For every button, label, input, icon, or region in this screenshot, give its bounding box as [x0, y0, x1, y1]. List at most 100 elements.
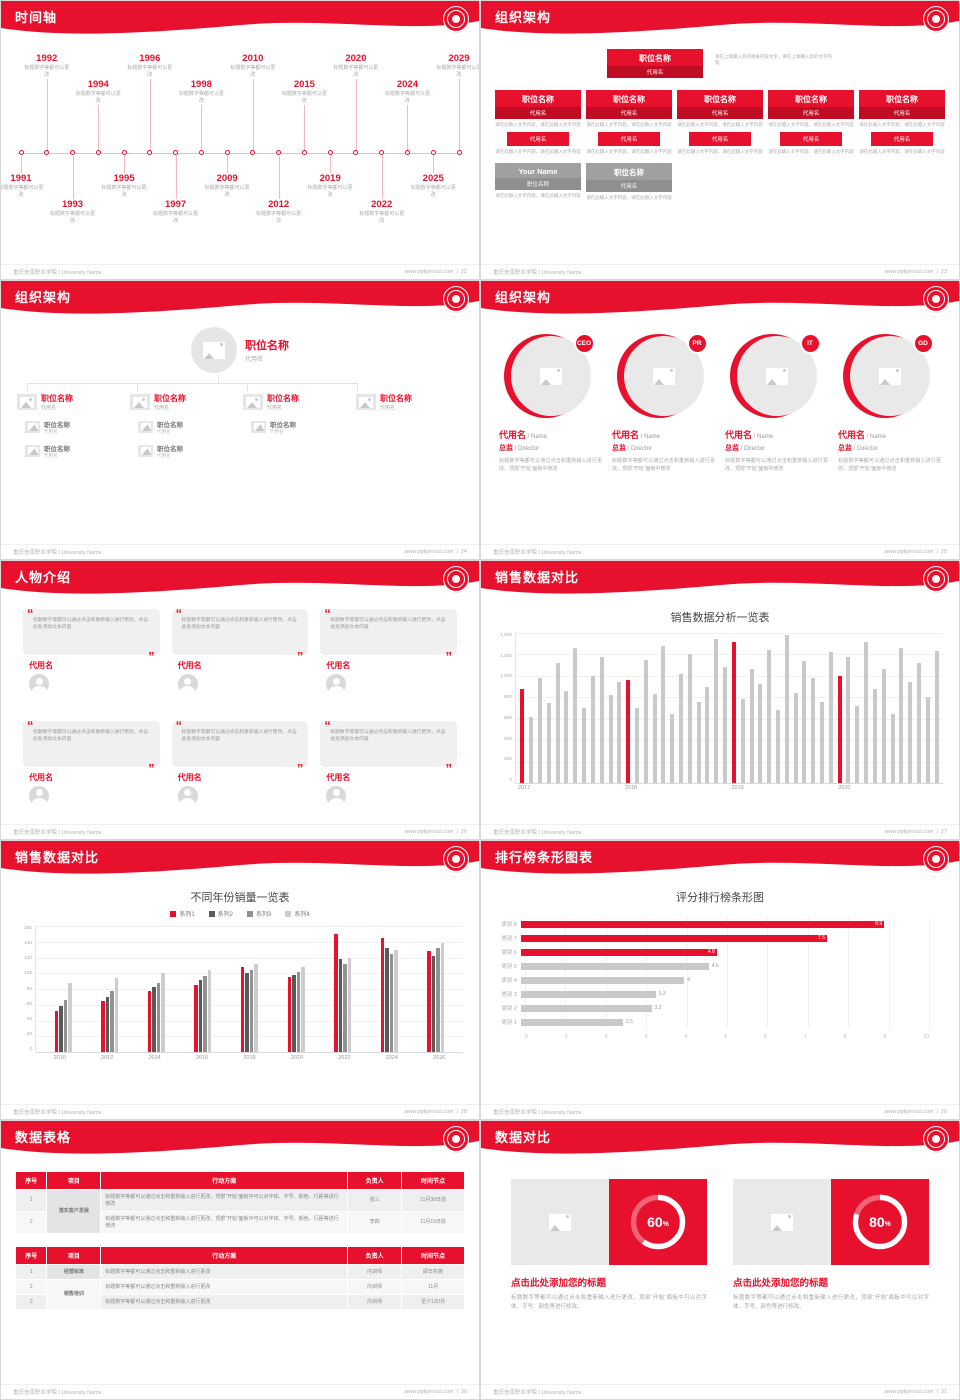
value-label: 2.5	[626, 1018, 633, 1025]
x-tick-label: 2010	[53, 1055, 66, 1061]
slide-30-data-tables[interactable]: 数据表格 序号 项目 行动方案 负责人 时间节点 1 落实客户发展 标题数字等都可以通过点击和…	[1, 1121, 479, 1399]
bar	[156, 982, 161, 1052]
slide-29-ranking-chart[interactable]: 排行榜条形图表 评分排行榜条形图 类别 8 8.9 类别 7 7.5 类别 6 4.8 类别…	[481, 841, 959, 1119]
y-axis: 160 140 120 100 80 60 40 20 0	[11, 926, 35, 1052]
cell-owner: 内训师	[347, 1294, 403, 1310]
bar	[828, 652, 833, 783]
category-label: 类别 8	[501, 922, 517, 928]
bar	[582, 708, 587, 783]
person-avatar-icon	[177, 785, 198, 806]
x-tick-label: 9	[883, 1034, 887, 1040]
x-axis: 0 1 2 3 4 5 6 7 8 9 10	[525, 1034, 929, 1040]
legend-label: 系列3	[256, 912, 272, 918]
footer-school: 重庆信息职业学院 | University Name	[493, 1110, 582, 1116]
image-and-donut: 80%	[733, 1179, 929, 1265]
gridline	[36, 1052, 463, 1053]
root-position-box: 职位名称 代用名	[607, 49, 703, 78]
timeline-item: 2012 标题数字等都可以更改	[255, 199, 303, 224]
timeline-item: 1996 标题数字等都可以更改	[126, 53, 174, 78]
bar-group	[194, 926, 212, 1052]
position-subtitle: 代用名	[41, 405, 57, 411]
slide-23-org-chart[interactable]: 组织架构 职位名称 代用名 请在上端输入您的相关内容文字，请在上端输入您的文字内容职…	[481, 1, 959, 279]
y-tick-label: 160	[23, 926, 32, 931]
quote-text: 标题数字等都可以通过点击和重新输入进行更改，点击此处添加文本内容	[171, 609, 309, 660]
image-placeholder	[138, 421, 153, 433]
member-photo: CEO	[503, 333, 595, 419]
member-role-en: / Director	[513, 446, 540, 452]
slide-25-team[interactable]: 组织架构 CEO 代用名 / Name 总监 / Director 标题数字等都可以通…	[481, 281, 959, 559]
footer-page-number: 30	[460, 1389, 467, 1395]
column-header: 序号	[14, 1171, 48, 1190]
timeline-connector	[459, 79, 460, 153]
footer-right: www.pptgenius.com | 24	[402, 549, 467, 555]
cell-time: 11月30日前	[401, 1189, 465, 1212]
quote-text: 标题数字等都可以通过点击和重新输入进行更改，点击此处添加文本内容	[23, 720, 160, 772]
bar	[436, 948, 440, 1052]
org-child-text: 职位名称 代用名	[157, 443, 183, 459]
timeline-year: 1997	[165, 199, 187, 210]
bar	[287, 977, 291, 1052]
member-photo: GD	[842, 333, 934, 419]
timeline-caption: 标题数字等都可以更改	[410, 185, 456, 198]
slide-24-org-tree[interactable]: 组织架构 职位名称 代用名 职位名称 代用名 职位名称 代用名 职位名称 代用名 职位名称 代用名…	[1, 281, 479, 559]
timeline-dot	[456, 149, 462, 155]
slide-31-data-compare[interactable]: 数据对比 60% 点击此处添加您的标题 标题数字等都可以通过点击和重新输入进行更改，…	[481, 1121, 959, 1399]
org-column-spacer	[677, 163, 763, 201]
timeline-caption: 标题数字等都可以更改	[101, 185, 147, 198]
panel-heading: 点击此处添加您的标题	[733, 1278, 829, 1289]
slide-27-sales-chart[interactable]: 销售数据对比 销售数据分析一览表 1,400 1,200 1,000 800 600 40…	[481, 561, 959, 839]
timeline-year: 2019	[319, 173, 341, 184]
member-name-cn: 代用名	[499, 430, 527, 440]
slide-22-timeline[interactable]: 时间轴 1991 标题数字等都可以更改 1992 标题数字等都可以更改 1993 标题数字…	[1, 1, 479, 279]
gray-position-box: 职位名称 代用名	[586, 163, 672, 192]
gridline	[767, 917, 769, 1029]
member-caption: 标题数字等都可以通过点击和重新输入进行更改，顶部“开始”面板中修改	[838, 458, 941, 472]
percent-unit: %	[662, 1221, 669, 1228]
connector-line	[27, 383, 357, 384]
person-name: 代用名	[326, 772, 351, 782]
member-role-cn: 总监	[499, 445, 513, 452]
slide-footer: 重庆信息职业学院 | University Name www.pptgenius…	[481, 1384, 959, 1399]
footer-right: www.pptgenius.com | 22	[402, 269, 467, 275]
slide-header: 排行榜条形图表	[481, 841, 959, 881]
timeline-dot	[18, 149, 24, 155]
gridline	[605, 917, 607, 1029]
person-avatar-icon	[29, 674, 49, 694]
person-avatar-icon	[326, 785, 347, 806]
gridline	[36, 926, 463, 927]
org-column-spacer	[768, 163, 854, 201]
bar: 8.9	[521, 920, 885, 928]
bar	[520, 688, 525, 783]
timeline-dot	[250, 149, 256, 155]
footer-page-number: 23	[940, 269, 947, 275]
bar	[670, 714, 675, 783]
timeline-dot	[404, 149, 410, 155]
y-tick-label: 100	[23, 971, 32, 977]
slide-26-people[interactable]: 人物介绍 标题数字等都可以通过点击和重新输入进行更改，点击此处添加文本内容代用名…	[1, 561, 479, 839]
position-box: 职位名称 代用名	[677, 90, 763, 119]
bar	[245, 973, 249, 1052]
org-child-text: 职位名称 代用名	[44, 443, 70, 459]
gridline	[565, 917, 567, 1029]
timeline: 1991 标题数字等都可以更改 1992 标题数字等都可以更改 1993 标题数字等都可以…	[1, 49, 479, 256]
slide-header: 销售数据对比	[1, 841, 479, 881]
member-caption: 标题数字等都可以通过点击和重新输入进行更改，顶部“开始”面板中修改	[499, 458, 602, 472]
person-name: 代用名	[29, 772, 53, 782]
image-placeholder	[356, 394, 376, 410]
school-logo-icon	[923, 566, 949, 592]
image-placeholder-icon	[771, 1213, 793, 1231]
timeline-year: 2024	[396, 79, 419, 90]
x-tick-label: 2022	[338, 1055, 351, 1061]
gridline	[929, 917, 930, 1029]
timeline-axis	[17, 152, 463, 154]
bar	[343, 963, 347, 1052]
slide-28-sales-grouped-chart[interactable]: 销售数据对比 不同年份销量一览表 系列1 系列2 系列3 系列4 160 140 120 1…	[1, 841, 479, 1119]
gridline	[36, 1036, 463, 1038]
image-placeholder	[138, 445, 153, 457]
data-table-1: 序号 项目 行动方案 负责人 时间节点 1 落实客户发展 标题数字等都可以通过点击和重新输入进…	[14, 1171, 465, 1234]
image-placeholder-icon	[549, 1213, 571, 1231]
bar	[767, 650, 772, 783]
timeline-item: 2024 标题数字等都可以更改	[383, 79, 431, 104]
legend-item: 系列2	[208, 909, 233, 918]
